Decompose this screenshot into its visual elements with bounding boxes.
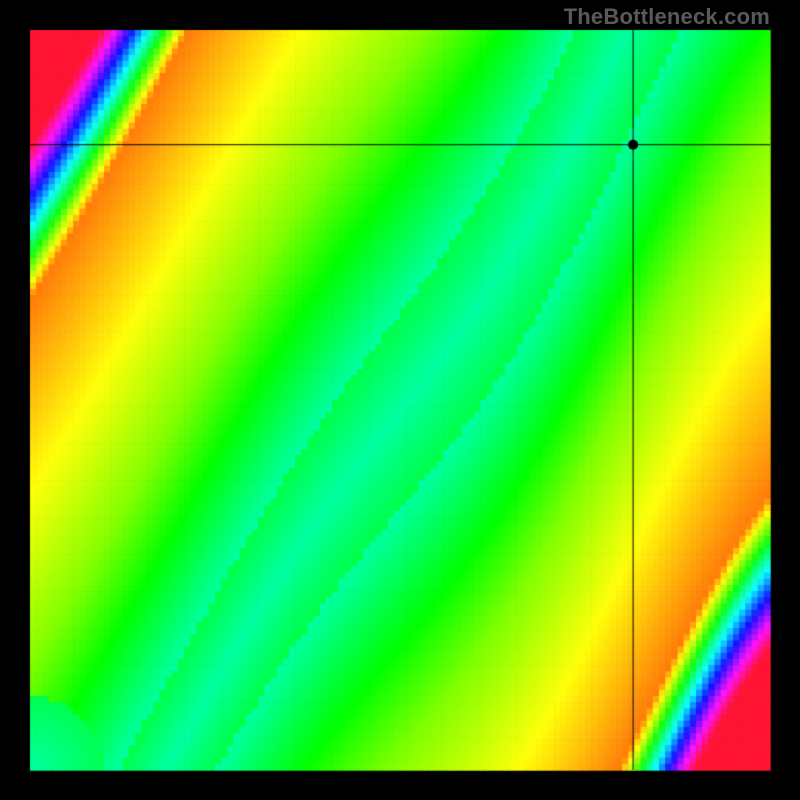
- bottleneck-heatmap: [0, 0, 800, 800]
- watermark-text: TheBottleneck.com: [564, 4, 770, 30]
